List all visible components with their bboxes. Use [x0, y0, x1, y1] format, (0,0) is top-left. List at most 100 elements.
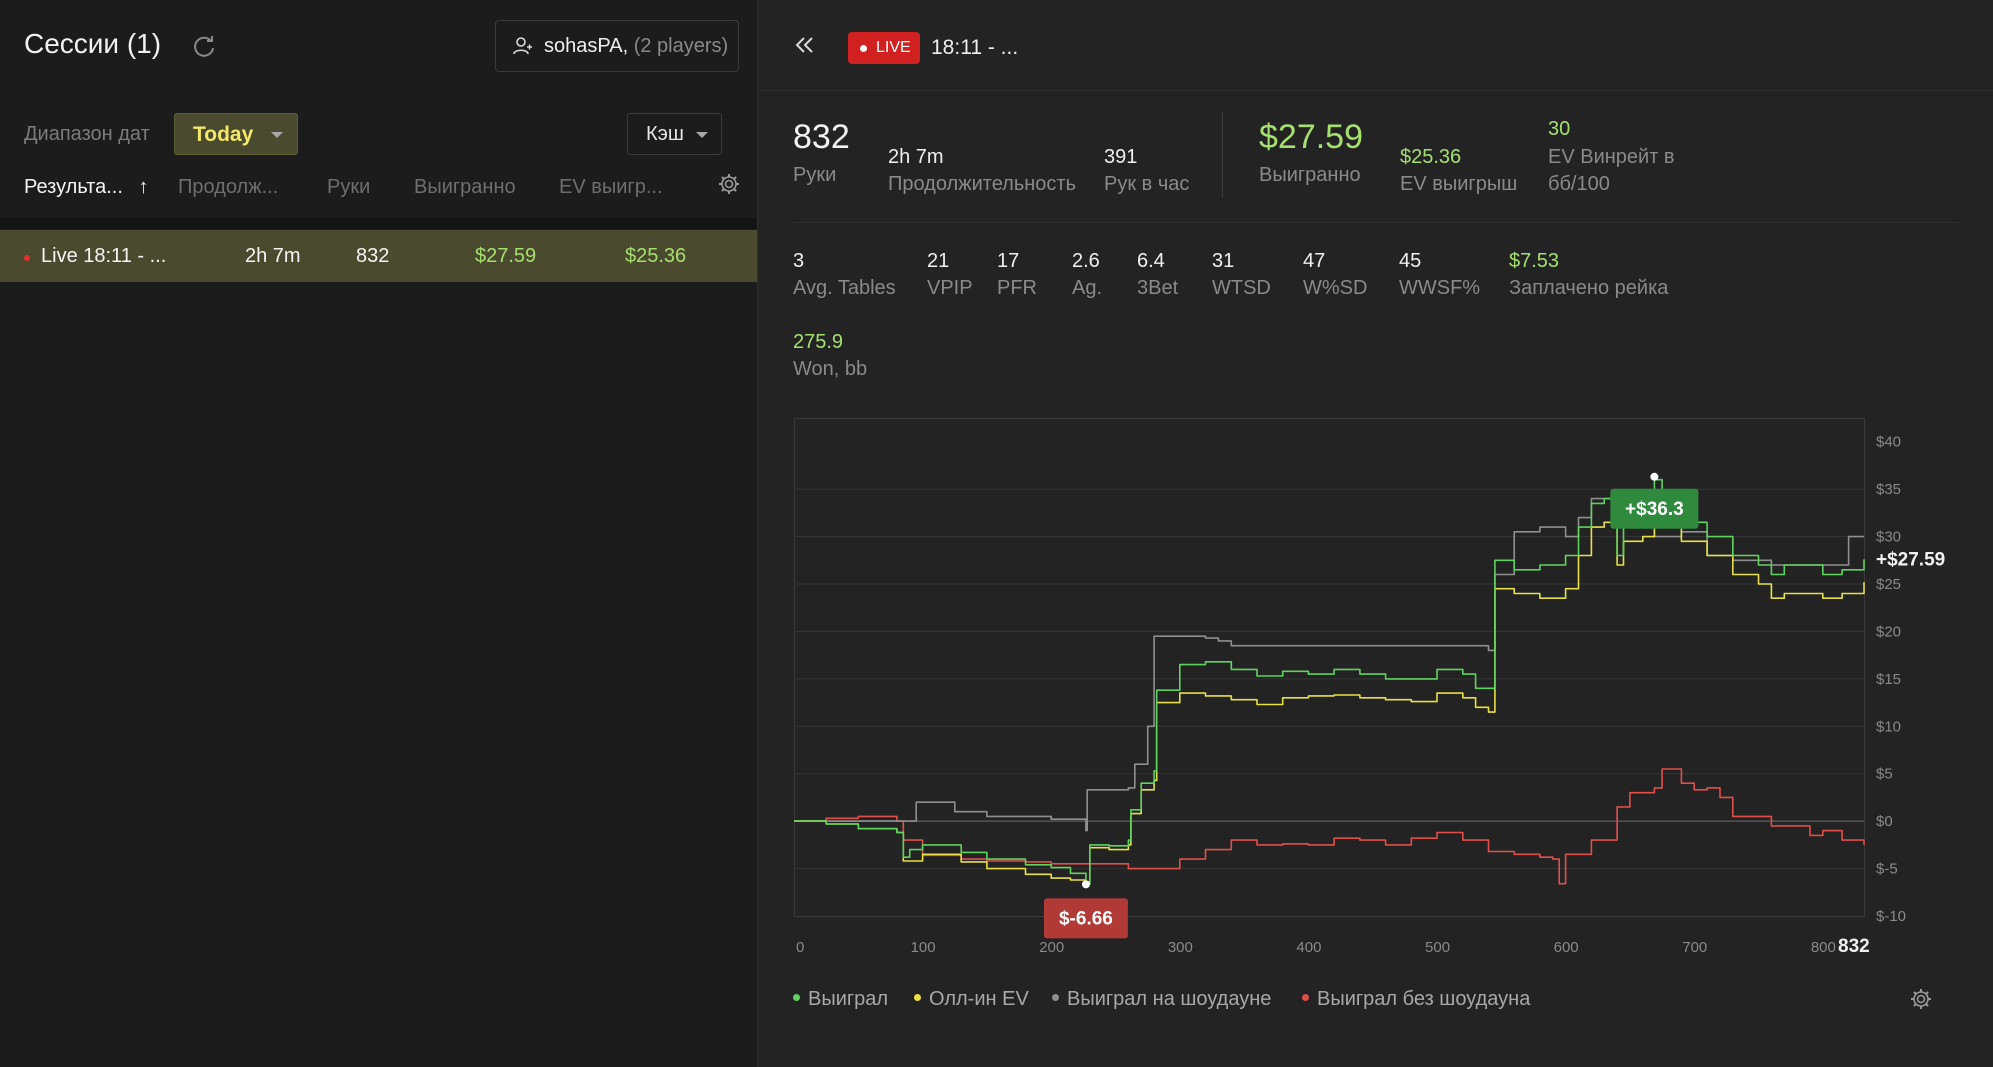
stat-label: Заплачено рейка — [1509, 277, 1669, 299]
max-point — [1650, 472, 1659, 481]
legend-label: Выиграл без шоудауна — [1317, 988, 1531, 1010]
max-annotation-label: +$36.3 — [1625, 499, 1684, 520]
min-annotation-label: $-6.66 — [1059, 908, 1113, 929]
column-header-duration[interactable]: Продолж... — [178, 176, 279, 198]
stat-label: Avg. Tables — [793, 277, 896, 299]
table-row[interactable]: Live 18:11 - ... 2h 7m 832 $27.59 $25.36 — [0, 230, 757, 282]
sort-arrow-icon: ↑ — [138, 176, 149, 198]
stat-hands-per-hour-label: Рук в час — [1104, 173, 1190, 195]
date-range-value: Today — [193, 123, 254, 146]
session-details-panel — [758, 0, 1993, 1067]
stats-divider — [1222, 112, 1223, 198]
stat-value: 6.4 — [1137, 250, 1165, 272]
stat-value: 3 — [793, 250, 805, 272]
stat-label: PFR — [997, 277, 1037, 299]
x-tick-label: 100 — [911, 939, 936, 956]
y-tick-label: $-5 — [1876, 861, 1898, 878]
stat-ev-winrate-label-1: EV Винрейт в — [1548, 146, 1675, 168]
y-tick-label: $25 — [1876, 576, 1901, 593]
stat-label: WWSF% — [1399, 277, 1481, 299]
date-range-label: Диапазон дат — [24, 123, 150, 145]
stat-value: 45 — [1399, 250, 1422, 272]
gear-icon[interactable] — [717, 172, 741, 196]
series-line — [794, 768, 1865, 885]
y-tick-label: $15 — [1876, 671, 1901, 688]
column-header-ev-won[interactable]: EV выигр... — [559, 176, 663, 198]
series-line — [794, 478, 1865, 886]
legend-dot-icon — [1052, 994, 1059, 1002]
sessions-panel: Сессии (1) sohasPA, (2 players) Диапазон… — [0, 0, 758, 1067]
stat-ev-winrate-label-2: бб/100 — [1548, 173, 1610, 195]
min-annotation-box — [1043, 898, 1128, 939]
game-type-value: Кэш — [646, 123, 684, 145]
x-tick-label: 0 — [796, 939, 804, 956]
x-tick-label: 500 — [1425, 939, 1450, 956]
chevron-down-icon — [696, 132, 708, 138]
row-ev-won: $25.36 — [625, 245, 687, 267]
user-icon — [512, 35, 534, 57]
chevron-down-icon — [271, 132, 283, 138]
sessions-title: Сессии (1) — [24, 28, 162, 59]
y-tick-label: $40 — [1876, 434, 1901, 451]
row-won: $27.59 — [475, 245, 537, 267]
stat-won-bb-label: Won, bb — [793, 358, 868, 380]
stat-hands-label: Руки — [793, 164, 837, 186]
player-count: (2 players) — [633, 35, 729, 57]
winnings-chart-svg: $40 $35 $30 $25 $20 $15 $10 $5 $0 $-5 $-10 0 100 200 3… — [794, 418, 1945, 957]
stats-separator — [794, 222, 1959, 223]
stat-label: Ag. — [1072, 277, 1103, 299]
column-header-result[interactable]: Результа... ↑ — [24, 176, 149, 198]
stat-won-value: $27.59 — [1259, 118, 1363, 156]
row-duration: 2h 7m — [245, 245, 301, 267]
stat-ev-won-label: EV выигрыш — [1400, 173, 1518, 195]
game-type-dropdown[interactable]: Кэш — [627, 113, 722, 155]
row-hands: 832 — [356, 245, 390, 267]
stat-ev-winrate-value: 30 — [1548, 118, 1571, 140]
min-point — [1081, 880, 1090, 889]
stat-value: 17 — [997, 250, 1020, 272]
y-tick-label: $10 — [1876, 718, 1901, 735]
stat-label: W%SD — [1303, 277, 1368, 299]
stat-won-label: Выигранно — [1259, 164, 1361, 186]
stat-label: VPIP — [927, 277, 973, 299]
y-tick-label: $20 — [1876, 623, 1901, 640]
end-value-label: +$27.59 — [1876, 549, 1945, 570]
y-tick-label: $5 — [1876, 766, 1893, 783]
session-title: 18:11 - ... — [931, 36, 1019, 59]
y-tick-label: $0 — [1876, 813, 1893, 830]
x-tick-label: 400 — [1296, 939, 1321, 956]
stat-value: $7.53 — [1509, 250, 1560, 272]
stat-hands-per-hour-value: 391 — [1104, 146, 1138, 168]
date-range-dropdown[interactable]: Today — [174, 113, 298, 155]
stat-duration-value: 2h 7m — [888, 146, 944, 168]
stat-won-bb-value: 275.9 — [793, 331, 844, 353]
legend-dot-icon — [793, 994, 800, 1002]
legend-item[interactable]: Выиграл без шоудауна — [1302, 988, 1530, 1011]
y-tick-label: $35 — [1876, 481, 1901, 498]
stat-hands-value: 832 — [793, 118, 850, 156]
collapse-panel-icon[interactable] — [794, 32, 816, 63]
legend-label: Олл-ин EV — [929, 988, 1029, 1010]
header-divider — [0, 218, 757, 229]
live-badge: LIVE — [848, 32, 920, 64]
y-tick-label: $-10 — [1876, 908, 1906, 925]
stat-duration-label: Продолжительность — [888, 173, 1076, 195]
refresh-icon[interactable] — [190, 32, 218, 60]
x-tick-label: 600 — [1554, 939, 1579, 956]
column-header-hands[interactable]: Руки — [327, 176, 371, 198]
column-header-won[interactable]: Выигранно — [414, 176, 516, 198]
legend-item[interactable]: Выиграл на шоудауне — [1052, 988, 1271, 1011]
player-selector-button[interactable]: sohasPA, (2 players) — [495, 20, 739, 72]
stat-label: 3Bet — [1137, 277, 1179, 299]
gear-icon[interactable] — [1909, 987, 1933, 1011]
header-divider — [758, 90, 1993, 91]
legend-label: Выиграл на шоудауне — [1067, 988, 1272, 1010]
legend-item[interactable]: Олл-ин EV — [914, 988, 1029, 1011]
winnings-chart[interactable]: $40 $35 $30 $25 $20 $15 $10 $5 $0 $-5 $-10 0 100 200 3… — [794, 418, 1970, 970]
x-end-label: 832 — [1838, 936, 1870, 957]
stat-value: 31 — [1212, 250, 1235, 272]
legend-item[interactable]: Выиграл — [793, 988, 888, 1011]
stat-value: 21 — [927, 250, 950, 272]
x-tick-label: 200 — [1039, 939, 1064, 956]
legend-dot-icon — [1302, 994, 1309, 1002]
